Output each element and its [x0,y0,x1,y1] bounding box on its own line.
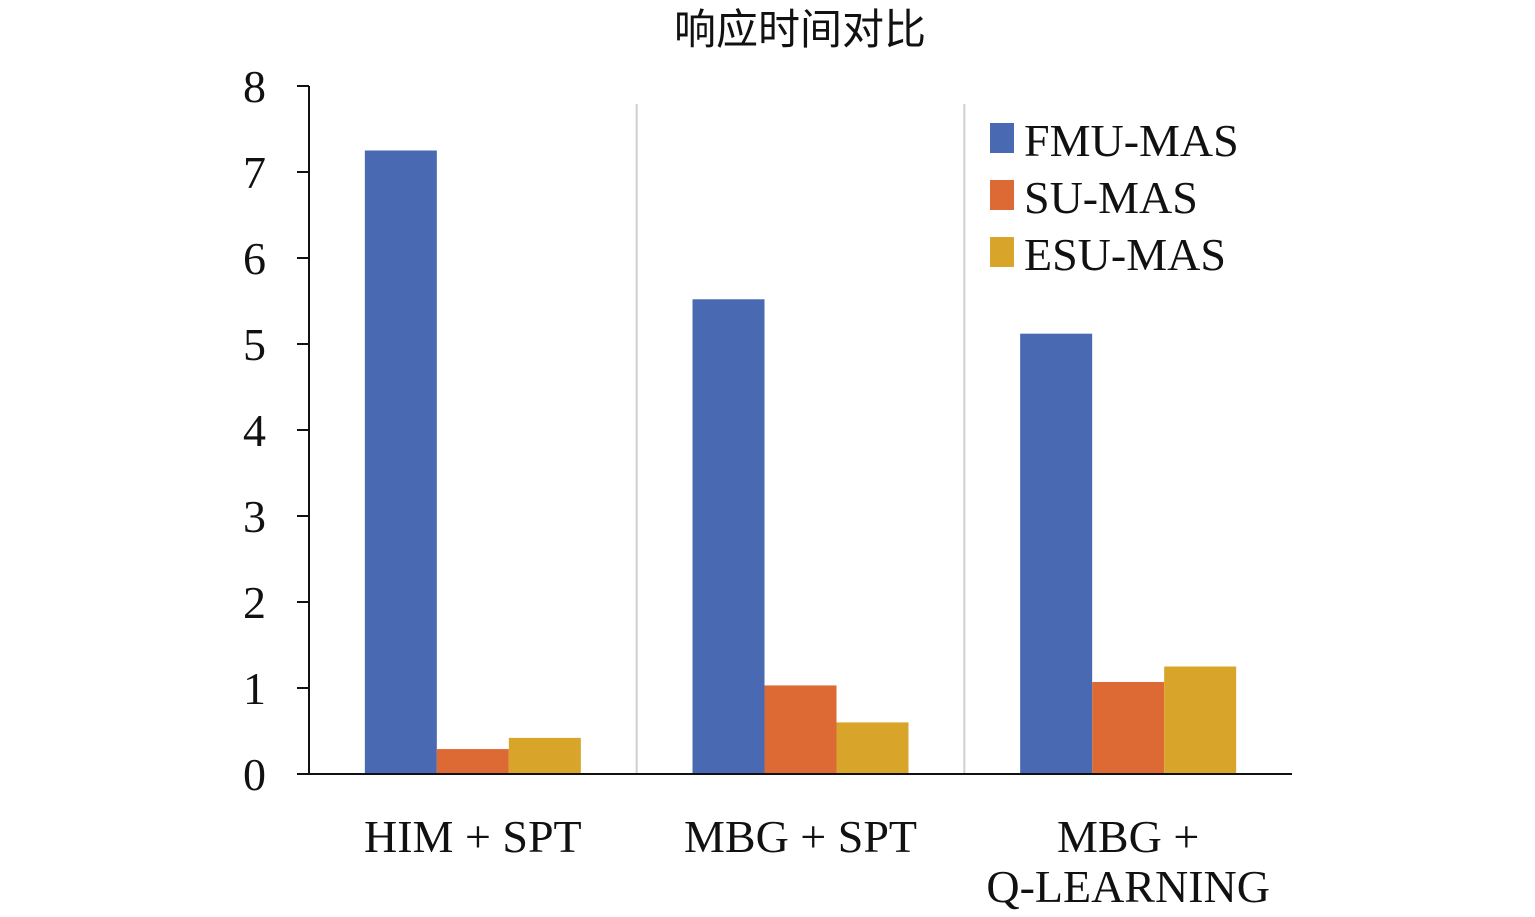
y-tick-label: 8 [243,61,266,112]
y-tick-label: 6 [243,233,266,284]
y-tick-label: 5 [243,319,266,370]
y-tick-label: 7 [243,147,266,198]
bar-fmu-mas-0 [364,150,437,774]
y-tick-label: 1 [243,663,266,714]
bar-fmu-mas-1 [692,299,765,774]
chart-title: 响应时间对比 [674,5,926,54]
y-tick-label: 3 [243,491,266,542]
x-axis-labels: HIM + SPT MBG + SPT MBG +Q-LEARNING [364,811,1270,912]
y-axis-ticks: 0 1 2 3 4 5 6 7 8 [243,61,309,800]
legend-label-fmu-mas: FMU-MAS [1024,115,1239,166]
x-category-label: HIM + SPT [364,811,582,862]
y-tick-label: 2 [243,577,266,628]
bars [364,150,1237,774]
legend-swatch-fmu-mas [990,123,1014,153]
y-tick-label: 0 [243,749,266,800]
x-category-label: MBG + SPT [684,811,917,862]
group-separators [635,104,966,774]
bar-su-mas-2 [1092,681,1165,774]
legend-swatch-esu-mas [990,237,1014,267]
bar-esu-mas-2 [1164,666,1237,774]
bar-fmu-mas-2 [1020,333,1093,774]
legend-label-esu-mas: ESU-MAS [1024,229,1226,280]
legend-label-su-mas: SU-MAS [1024,172,1198,223]
bar-esu-mas-0 [508,737,581,774]
legend-swatch-su-mas [990,180,1014,210]
y-tick-label: 4 [243,405,266,456]
legend: FMU-MAS SU-MAS ESU-MAS [990,115,1239,280]
x-category-label: MBG + [1057,811,1199,862]
bar-su-mas-1 [764,685,837,774]
x-category-label: Q-LEARNING [986,861,1270,912]
bar-su-mas-0 [436,749,509,774]
bar-esu-mas-1 [836,722,909,774]
